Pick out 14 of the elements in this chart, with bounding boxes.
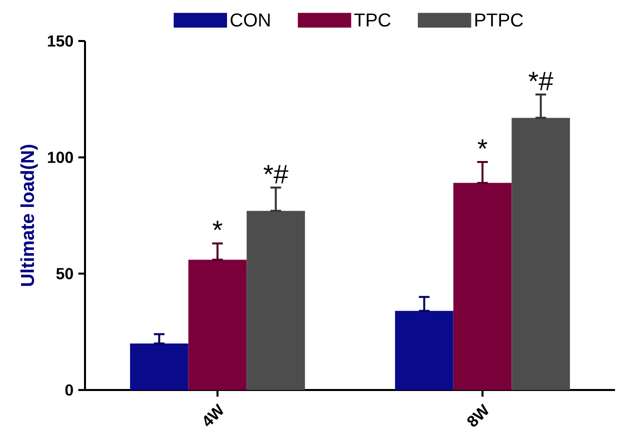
y-axis-title: Ultimate load(N) — [20, 144, 38, 286]
legend-label: CON — [230, 13, 270, 27]
legend-label: TPC — [354, 13, 390, 27]
y-tick-label: 100 — [48, 152, 73, 163]
data-label: *# — [264, 164, 288, 184]
y-tick-label: 50 — [56, 268, 73, 280]
y-tick-label: 150 — [48, 35, 73, 47]
data-label: * — [478, 139, 488, 149]
x-tick-label: 4W — [204, 403, 224, 426]
x-tick-label: 8W — [467, 403, 488, 427]
legend-label: PTPC — [475, 13, 523, 27]
y-tick-label: 0 — [65, 384, 73, 396]
data-label: *# — [528, 72, 554, 90]
data-label: * — [212, 220, 222, 230]
